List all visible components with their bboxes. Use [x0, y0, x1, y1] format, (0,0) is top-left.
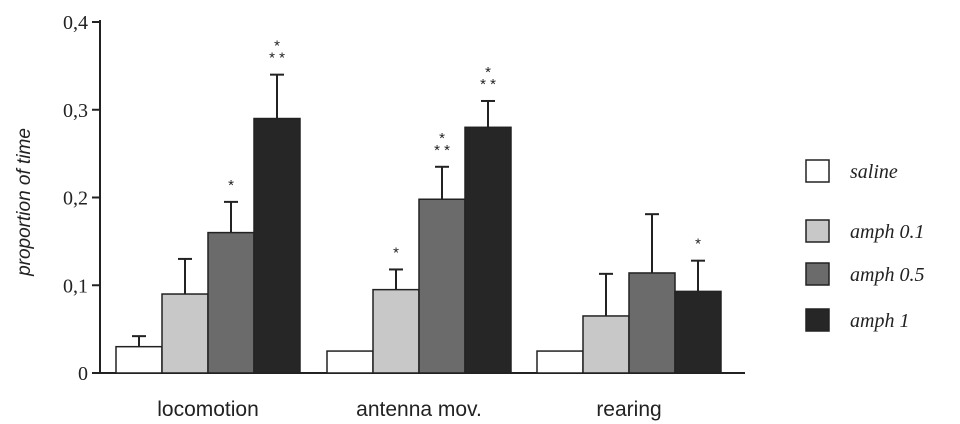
x-category-label: rearing [596, 398, 661, 421]
significance-marker: * [393, 244, 399, 261]
legend-swatch [805, 262, 830, 286]
bar [464, 126, 512, 374]
x-axis-labels: locomotion antenna mov. rearing [157, 398, 661, 421]
legend-swatch [805, 308, 830, 332]
legend-label: amph 0.5 [850, 264, 924, 286]
bar [536, 350, 584, 374]
bar [115, 345, 163, 374]
significance-marker: * [439, 130, 445, 147]
x-category-label: antenna mov. [356, 398, 482, 421]
y-tick-label: 0 [78, 363, 88, 385]
legend-swatch [805, 159, 830, 183]
significance-marker: * [274, 38, 280, 55]
y-tick-label: 0,4 [63, 12, 88, 34]
legend: saline amph 0.1 amph 0.5 amph 1 [805, 159, 924, 332]
x-category-label: locomotion [157, 398, 259, 421]
legend-swatch [805, 219, 830, 243]
bar [372, 288, 420, 374]
y-tick-label: 0,2 [63, 188, 88, 210]
bar [674, 290, 722, 374]
legend-label: saline [850, 161, 898, 183]
y-axis-ticks: 0 0,1 0,2 0,3 0,4 [63, 12, 100, 385]
bar [326, 350, 374, 374]
significance-marker: * * [480, 76, 496, 93]
significance-marker: * [228, 177, 234, 194]
bars: *** **** *** ** [115, 38, 722, 374]
significance-marker: * [695, 236, 701, 253]
y-axis-title: proportion of time [14, 128, 35, 277]
significance-marker: * [485, 64, 491, 81]
bar [207, 231, 255, 374]
bar [418, 198, 466, 374]
significance-marker: * * [434, 142, 450, 159]
bar [628, 272, 676, 374]
bar [582, 315, 630, 374]
legend-label: amph 1 [850, 310, 909, 332]
legend-label: amph 0.1 [850, 221, 924, 243]
bar [253, 117, 301, 374]
significance-marker: * * [269, 50, 285, 67]
y-tick-label: 0,3 [63, 100, 88, 122]
bar [161, 293, 209, 374]
y-tick-label: 0,1 [63, 275, 88, 297]
